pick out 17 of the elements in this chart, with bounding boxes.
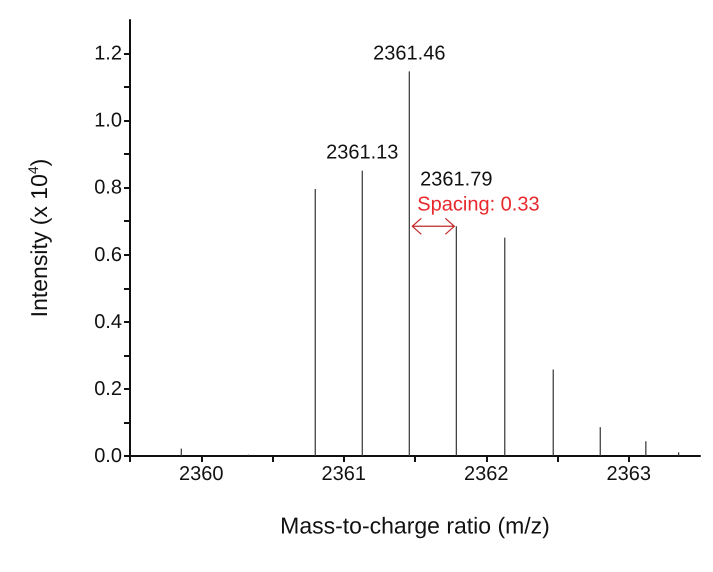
y-tick-label: 0.4 (94, 310, 122, 333)
annotation: 2361.13 (326, 142, 398, 164)
x-tick-label: 2361 (322, 463, 366, 485)
y-tick-label: 1.0 (94, 110, 122, 132)
annotation: 2361.79 (420, 168, 492, 190)
y-tick-label: 0.2 (94, 378, 122, 400)
x-tick-label: 2362 (464, 463, 508, 485)
x-tick-label: 2360 (179, 463, 224, 485)
y-tick-label: 0.6 (94, 244, 122, 266)
y-tick-label: 0.8 (94, 176, 122, 199)
y-axis-title: Intensity (x 104) (25, 158, 52, 318)
annotation: 2361.46 (373, 42, 446, 64)
x-tick-label: 2363 (606, 463, 651, 485)
text: 0.0 (94, 445, 122, 467)
x-axis-title: Mass-to-charge ratio (m/z) (280, 512, 550, 538)
annotation: Spacing: 0.33 (417, 193, 540, 216)
y-tick-label: 1.2 (94, 42, 122, 65)
